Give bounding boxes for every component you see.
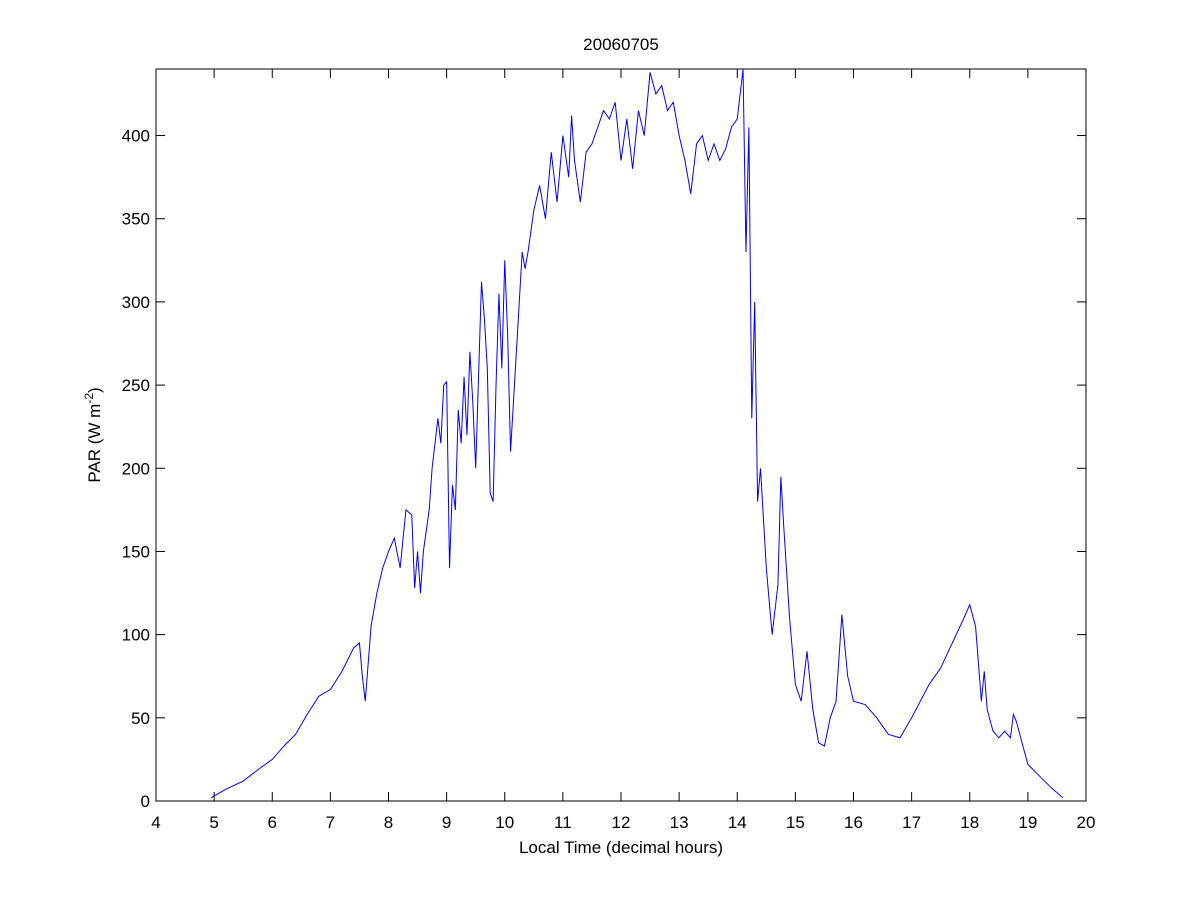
y-label-superscript: -2 [82, 393, 96, 404]
x-tick-label: 16 [844, 813, 863, 832]
x-tick-label: 8 [384, 813, 393, 832]
y-tick-label: 300 [122, 293, 150, 312]
y-tick-label: 100 [122, 626, 150, 645]
x-axis-label: Local Time (decimal hours) [519, 838, 723, 857]
chart-title: 20060705 [583, 35, 659, 54]
x-tick-label: 15 [786, 813, 805, 832]
x-tick-label: 18 [960, 813, 979, 832]
x-tick-label: 4 [151, 813, 160, 832]
x-tick-label: 9 [442, 813, 451, 832]
y-tick-label: 200 [122, 459, 150, 478]
plot-area [155, 68, 1087, 802]
data-line [210, 68, 1064, 799]
y-tick-label: 250 [122, 376, 150, 395]
x-tick-label: 5 [209, 813, 218, 832]
x-tick-label: 17 [902, 813, 921, 832]
x-tick-label: 10 [495, 813, 514, 832]
x-tick-label: 12 [612, 813, 631, 832]
x-tick-label: 19 [1018, 813, 1037, 832]
y-tick-label: 0 [141, 792, 150, 811]
y-label-suffix: ) [85, 387, 104, 393]
y-tick-label: 350 [122, 210, 150, 229]
y-tick-label: 400 [122, 127, 150, 146]
y-axis-label: PAR (W m-2) [82, 387, 104, 482]
y-tick-label: 50 [131, 709, 150, 728]
x-tick-label: 13 [670, 813, 689, 832]
x-tick-label: 7 [326, 813, 335, 832]
x-tick-label: 6 [268, 813, 277, 832]
y-label-text: PAR (W m [85, 404, 104, 483]
x-tick-label: 11 [554, 813, 572, 832]
x-tick-label: 20 [1077, 813, 1096, 832]
y-tick-label: 150 [122, 542, 150, 561]
x-tick-label: 14 [728, 813, 747, 832]
